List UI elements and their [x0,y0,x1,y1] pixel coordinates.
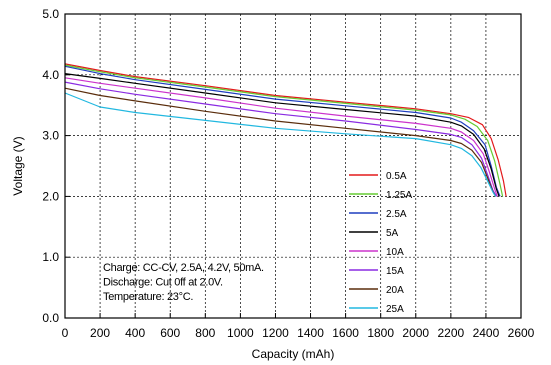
y-tick-label: 5.0 [42,7,59,21]
legend-label: 0.5A [386,171,407,182]
plot-frame [64,13,522,319]
series-line-5A [64,73,500,197]
x-tick-label: 200 [90,326,110,340]
y-tick-label: 1.0 [42,250,59,264]
x-tick-label: 2000 [402,326,429,340]
legend-label: 15A [386,266,404,277]
x-tick-label: 1200 [262,326,289,340]
x-tick-label: 1600 [332,326,359,340]
x-tick-label: 2200 [437,326,464,340]
x-tick-label: 1400 [297,326,324,340]
x-tick-label: 600 [160,326,180,340]
legend-label: 1.25A [386,190,412,201]
x-axis-ticks: 0 200 400 600 800 1000 1200 1400 1600 1800 2000 220… [62,313,535,340]
x-axis-label: Capacity (mAh) [252,347,335,361]
x-tick-label: 1000 [227,326,254,340]
series-line-25A [64,92,497,197]
grid [65,14,521,318]
y-tick-label: 3.0 [42,129,59,143]
y-tick-label: 4.0 [42,68,59,82]
annotation-line: Discharge: Cut 0ff at 2.0V. [103,277,223,289]
series-line-0.5A [64,63,507,197]
y-tick-label: 2.0 [42,189,59,203]
conditions-annotation: Charge: CC-CV, 2.5A, 4.2V, 50mA. Discharg… [103,262,264,303]
legend-label: 25A [386,304,404,315]
y-axis-label: Voltage (V) [11,136,25,195]
series-line-20A [64,87,497,197]
series-line-10A [64,77,498,197]
legend-label: 20A [386,285,404,296]
x-tick-label: 1800 [367,326,394,340]
annotation-line: Charge: CC-CV, 2.5A, 4.2V, 50mA. [103,262,264,274]
legend: 0.5A 1.25A 2.5A 5A 10A 15A 20A 25A [349,171,412,315]
legend-label: 2.5A [386,209,407,220]
legend-label: 5A [386,228,399,239]
x-tick-label: 0 [62,326,69,340]
x-tick-label: 2600 [508,326,535,340]
series-layer [64,63,507,197]
y-tick-label: 0.0 [42,311,59,325]
y-axis-ticks: 0.0 1.0 2.0 3.0 4.0 5.0 [42,7,70,325]
series-line-2.5A [64,65,501,197]
series-line-1.25A [64,64,504,197]
x-tick-label: 400 [125,326,145,340]
legend-label: 10A [386,247,404,258]
x-tick-label: 800 [195,326,215,340]
annotation-line: Temperature: 23°C. [103,291,193,303]
x-tick-label: 2400 [473,326,500,340]
series-line-15A [64,81,497,197]
